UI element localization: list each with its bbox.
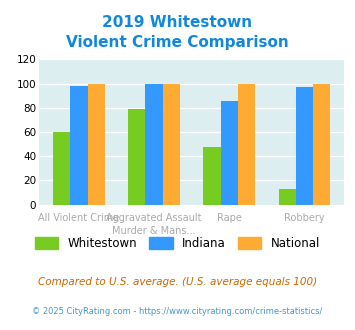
Bar [70,86,88,205]
Text: Violent Crime Comparison: Violent Crime Comparison [66,35,289,50]
Text: 2019 Whitestown: 2019 Whitestown [103,15,252,30]
Bar [296,87,313,205]
Text: Compared to U.S. average. (U.S. average equals 100): Compared to U.S. average. (U.S. average … [38,277,317,287]
Bar [163,83,180,205]
Legend: Whitestown, Indiana, National: Whitestown, Indiana, National [35,237,320,250]
Bar [279,189,296,205]
Text: Robbery: Robbery [284,213,325,223]
Text: © 2025 CityRating.com - https://www.cityrating.com/crime-statistics/: © 2025 CityRating.com - https://www.city… [32,307,323,316]
Text: Murder & Mans...: Murder & Mans... [112,226,196,236]
Bar [221,101,238,205]
Text: All Violent Crime: All Violent Crime [38,213,120,223]
Text: Aggravated Assault: Aggravated Assault [106,213,202,223]
Text: Rape: Rape [217,213,242,223]
Bar [128,109,146,205]
Bar [146,83,163,205]
Bar [203,147,221,205]
Bar [53,132,70,205]
Bar [313,83,331,205]
Bar [238,83,255,205]
Bar [88,83,105,205]
